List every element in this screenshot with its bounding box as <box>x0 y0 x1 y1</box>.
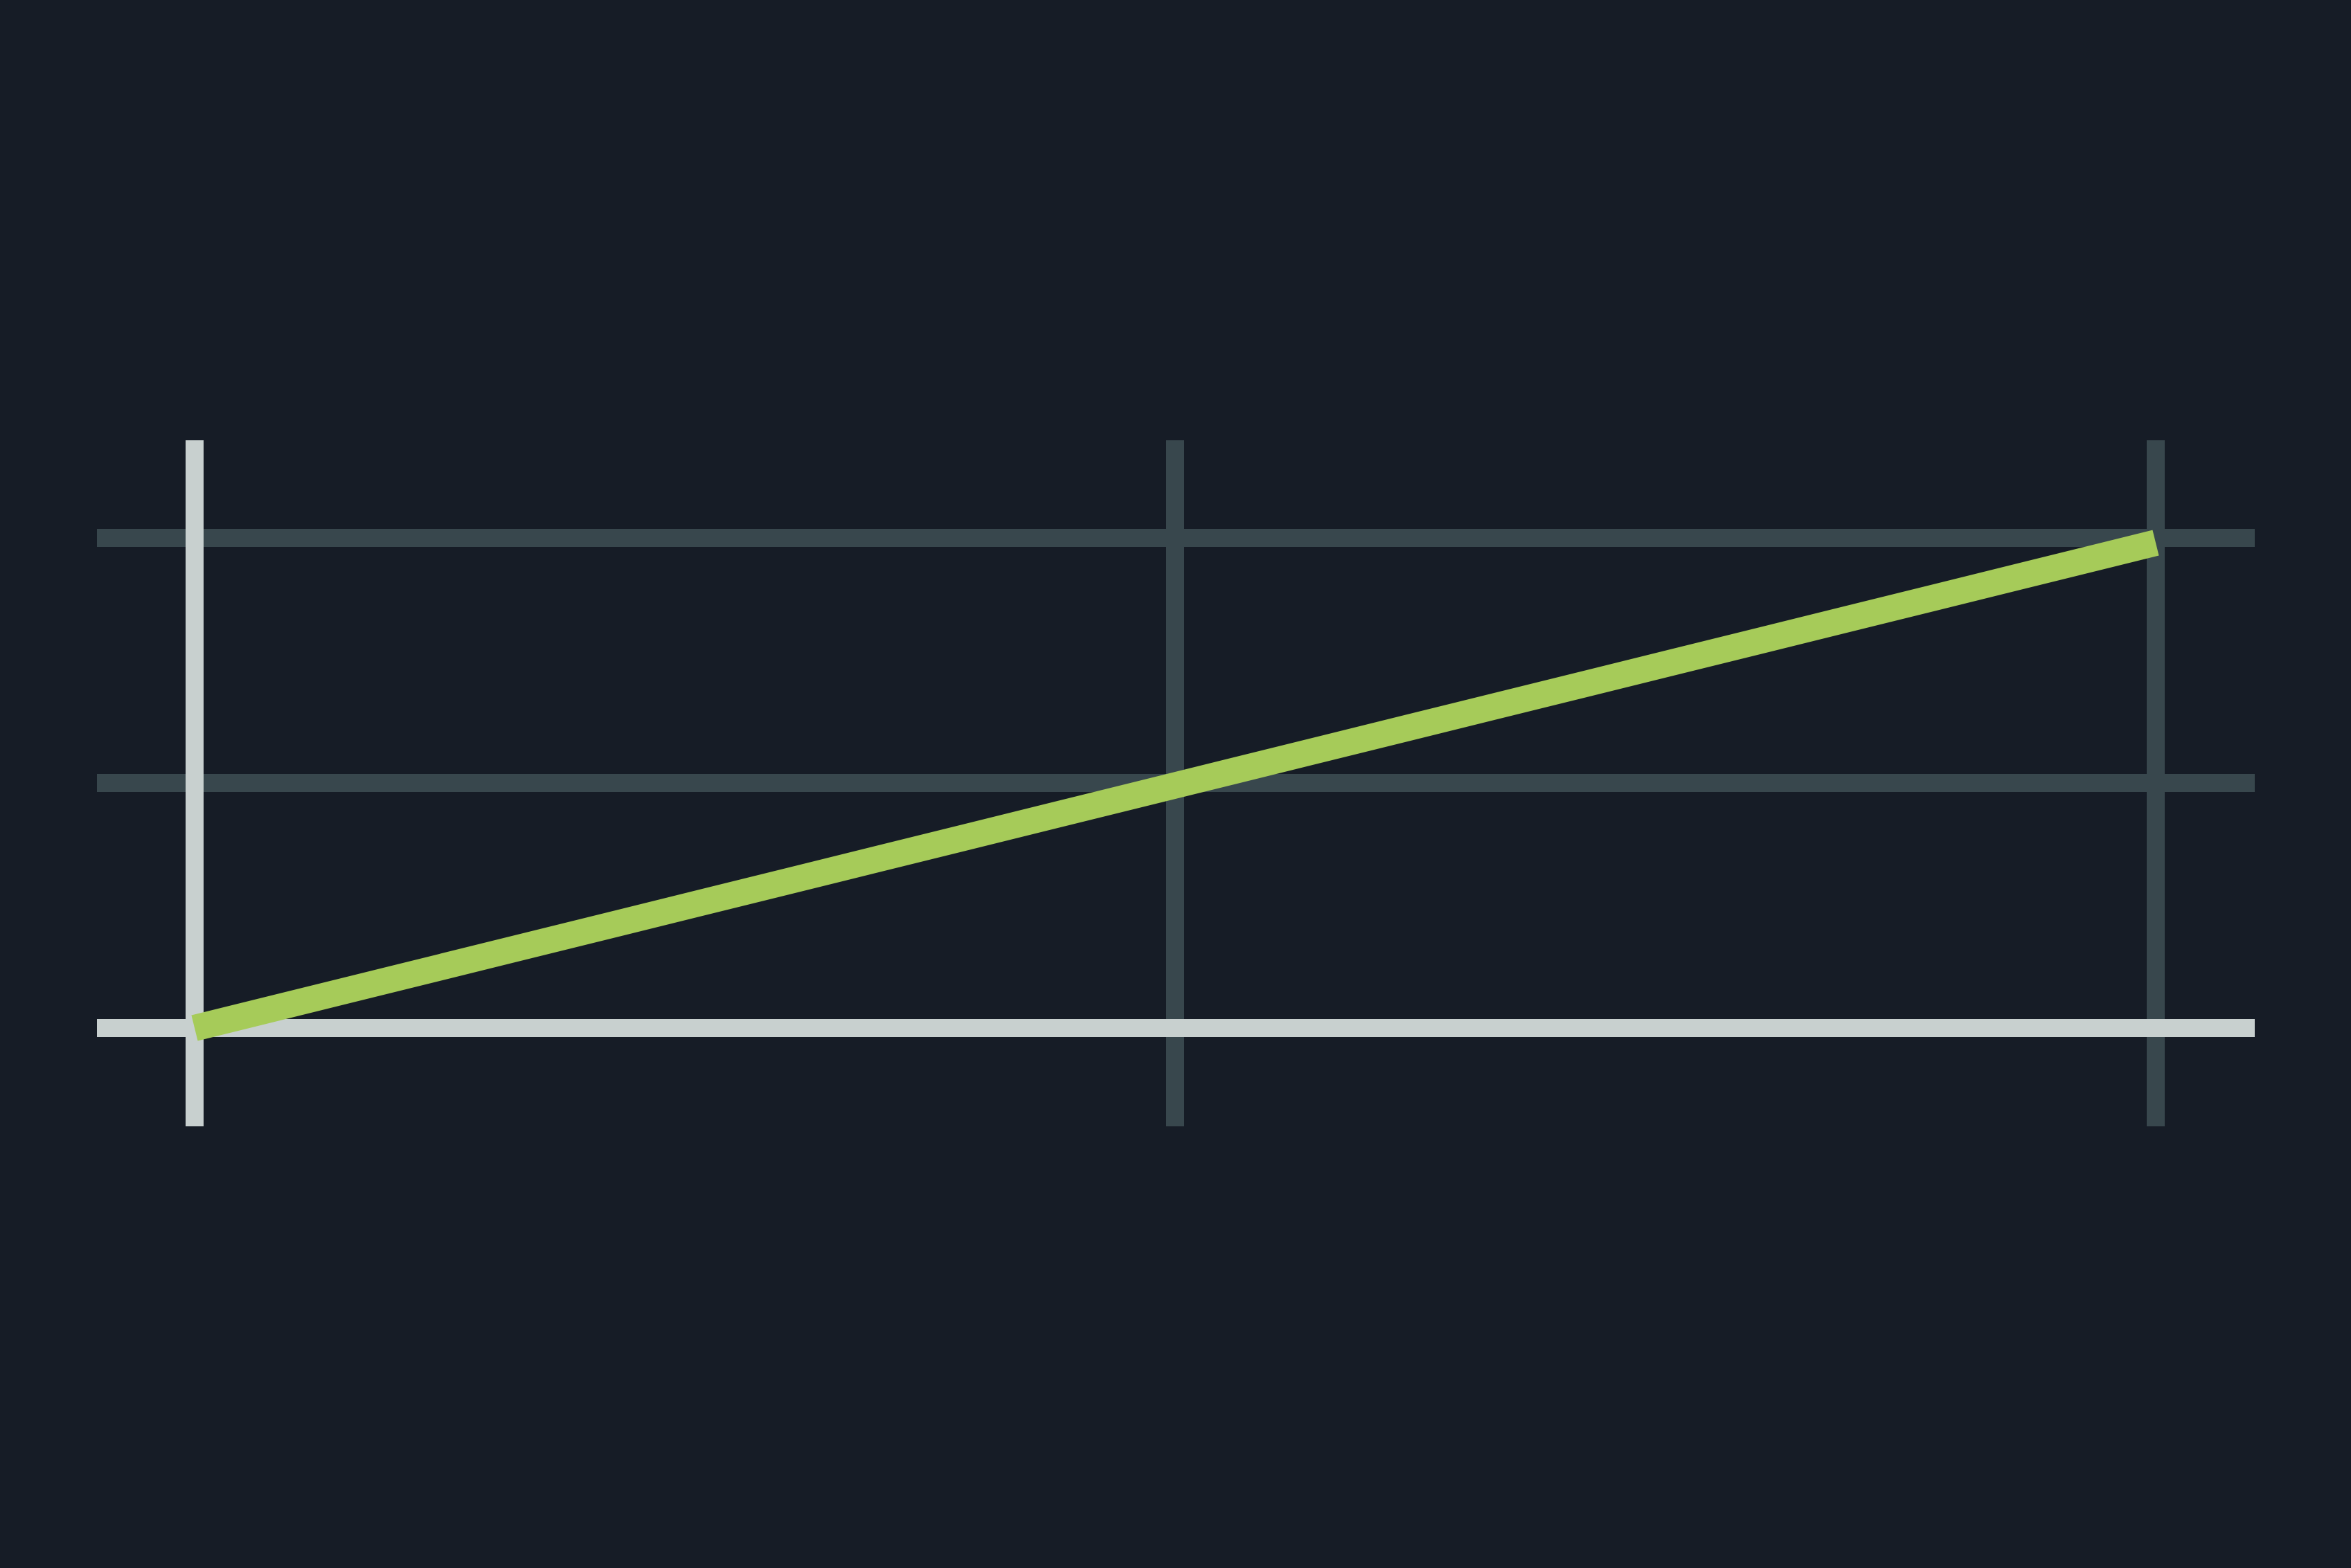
series-layer <box>191 530 2159 1041</box>
axis-layer <box>97 440 2255 1126</box>
series-line-1 <box>191 530 2159 1041</box>
